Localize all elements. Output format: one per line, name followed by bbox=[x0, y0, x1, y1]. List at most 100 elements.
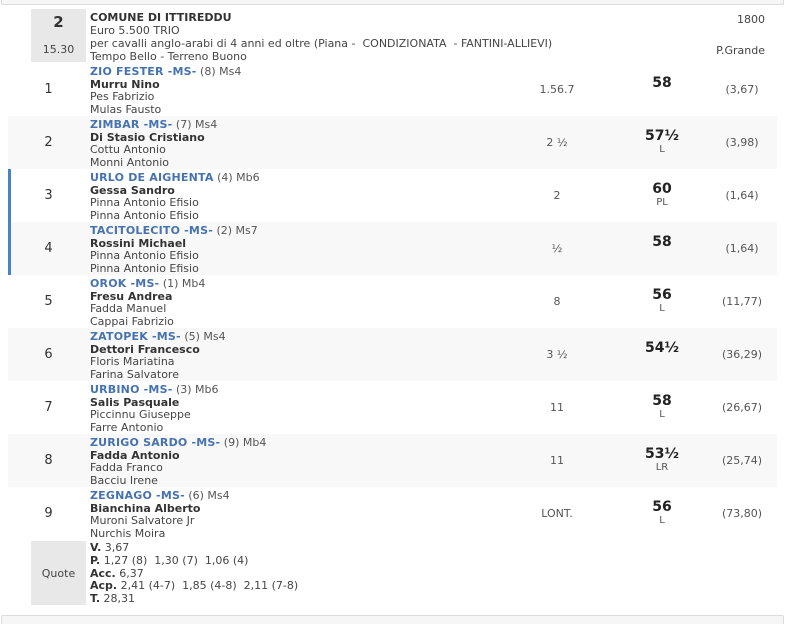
weight-value: 57½ bbox=[645, 128, 679, 144]
weight-value: 56 bbox=[652, 287, 672, 303]
owner-name: Pinna Antonio Efisio bbox=[90, 261, 199, 275]
position-number: 9 bbox=[44, 506, 53, 521]
quote-line-vincente: V. 3,67 bbox=[90, 541, 130, 554]
weight-value: 56 bbox=[652, 499, 672, 515]
weight-value: 58 bbox=[652, 393, 672, 409]
owner-name: Mulas Fausto bbox=[90, 102, 162, 116]
jockey-name: Fadda Antonio bbox=[90, 448, 180, 462]
weight-value: 53½ bbox=[645, 446, 679, 462]
race-track: P.Grande bbox=[716, 44, 765, 57]
owner-name: Cappai Fabrizio bbox=[90, 314, 174, 328]
position-number: 5 bbox=[44, 294, 53, 309]
trainer-name: Pinna Antonio Efisio bbox=[90, 249, 199, 262]
race-number: 2 bbox=[53, 13, 64, 31]
table-row: 9 ZEGNAGO -MS- (6) Ms4 Bianchina Alberto… bbox=[8, 487, 777, 540]
table-row: 5 OROK -MS- (1) Mb4 Fresu Andrea Fadda M… bbox=[8, 275, 777, 328]
trainer-name: Floris Mariatina bbox=[90, 355, 175, 368]
race-conditions: per cavalli anglo-arabi di 4 anni ed olt… bbox=[90, 37, 553, 50]
position-number: 7 bbox=[44, 400, 53, 415]
finish-distance: 2 ½ bbox=[546, 136, 568, 149]
weight-value: 60 bbox=[652, 181, 672, 197]
weight-code: L bbox=[659, 144, 665, 155]
horse-rating: (6) Ms4 bbox=[184, 489, 230, 502]
finish-distance: 11 bbox=[550, 401, 564, 414]
trainer-name: Fadda Manuel bbox=[90, 302, 167, 315]
weight-code: L bbox=[659, 409, 665, 420]
trainer-name: Fadda Franco bbox=[90, 461, 163, 474]
horse-link[interactable]: URLO DE AIGHENTA bbox=[90, 171, 214, 184]
jockey-name: Salis Pasquale bbox=[90, 395, 180, 409]
jockey-name: Dettori Francesco bbox=[90, 342, 200, 356]
jockey-name: Di Stasio Cristiano bbox=[90, 130, 205, 144]
jockey-name: Fresu Andrea bbox=[90, 289, 173, 303]
quote-label: Quote bbox=[31, 541, 86, 605]
weight-code: PL bbox=[656, 197, 668, 208]
trainer-name: Piccinnu Giuseppe bbox=[90, 408, 191, 421]
quote-line-trio: T. 28,31 bbox=[90, 592, 136, 606]
horse-rating: (1) Mb4 bbox=[159, 277, 206, 290]
horse-link[interactable]: ZIMBAR -MS- bbox=[90, 118, 173, 131]
finish-distance: 3 ½ bbox=[546, 348, 568, 361]
position-number: 4 bbox=[44, 241, 53, 256]
position-number: 1 bbox=[44, 82, 53, 97]
horse-rating: (2) Ms7 bbox=[212, 224, 258, 237]
odds-value: (1,64) bbox=[725, 189, 759, 202]
table-row: 4 TACITOLECITO -MS- (2) Ms7 Rossini Mich… bbox=[8, 222, 777, 275]
horse-link[interactable]: URBINO -MS- bbox=[90, 383, 173, 396]
horse-rating: (3) Mb6 bbox=[172, 383, 219, 396]
horse-rating: (9) Mb4 bbox=[220, 436, 267, 449]
horse-rating: (5) Ms4 bbox=[180, 330, 226, 343]
trainer-name: Muroni Salvatore Jr bbox=[90, 514, 195, 527]
owner-name: Farina Salvatore bbox=[90, 367, 179, 381]
quote-section: Quote V. 3,67 P. 1,27 (8) 1,30 (7) 1,06 … bbox=[8, 540, 777, 608]
trainer-name: Pinna Antonio Efisio bbox=[90, 196, 199, 209]
horse-link[interactable]: ZATOPEK -MS- bbox=[90, 330, 181, 343]
table-row: 7 URBINO -MS- (3) Mb6 Salis Pasquale Pic… bbox=[8, 381, 777, 434]
table-row: 3 URLO DE AIGHENTA (4) Mb6 Gessa Sandro … bbox=[8, 169, 777, 222]
table-row: 2 ZIMBAR -MS- (7) Ms4 Di Stasio Cristian… bbox=[8, 116, 777, 169]
odds-value: (73,80) bbox=[721, 507, 763, 520]
odds-value: (11,77) bbox=[721, 295, 763, 308]
weight-code: L bbox=[659, 515, 665, 526]
odds-value: (25,74) bbox=[721, 454, 763, 467]
weight-code: L bbox=[659, 303, 665, 314]
owner-name: Pinna Antonio Efisio bbox=[90, 208, 199, 222]
race-header: 2 15.30 COMUNE DI ITTIREDDU Euro 5.500 T… bbox=[8, 8, 777, 63]
weight-code: LR bbox=[655, 462, 669, 473]
weight-value: 58 bbox=[652, 75, 672, 91]
horse-link[interactable]: ZIO FESTER -MS- bbox=[90, 65, 197, 78]
finish-distance: 2 bbox=[553, 189, 561, 202]
position-number: 2 bbox=[44, 135, 53, 150]
race-number-box: 2 15.30 bbox=[31, 9, 86, 62]
quote-line-accoppiata: Acc. 6,37 bbox=[90, 566, 144, 580]
jockey-name: Murru Nino bbox=[90, 77, 160, 91]
odds-value: (3,67) bbox=[725, 83, 759, 96]
race-title: COMUNE DI ITTIREDDU bbox=[90, 11, 232, 24]
finish-distance: LONT. bbox=[541, 507, 573, 520]
horse-link[interactable]: TACITOLECITO -MS- bbox=[90, 224, 213, 237]
jockey-name: Rossini Michael bbox=[90, 236, 187, 250]
jockey-name: Gessa Sandro bbox=[90, 183, 175, 197]
horse-rating: (8) Ms4 bbox=[196, 65, 242, 78]
horse-link[interactable]: OROK -MS- bbox=[90, 277, 160, 290]
finish-distance: 8 bbox=[553, 295, 561, 308]
table-row: 6 ZATOPEK -MS- (5) Ms4 Dettori Francesco… bbox=[8, 328, 777, 381]
collapsed-section-bar-top[interactable] bbox=[1, 0, 784, 5]
collapsed-section-bar[interactable] bbox=[1, 615, 784, 624]
position-number: 3 bbox=[44, 188, 53, 203]
weight-value: 54½ bbox=[645, 340, 679, 356]
odds-value: (36,29) bbox=[721, 348, 763, 361]
horse-rating: (4) Mb6 bbox=[213, 171, 260, 184]
weight-value: 58 bbox=[652, 234, 672, 250]
finish-distance: 1.56.7 bbox=[539, 83, 575, 96]
horse-link[interactable]: ZEGNAGO -MS- bbox=[90, 489, 185, 502]
odds-value: (3,98) bbox=[725, 136, 759, 149]
race-card: 2 15.30 COMUNE DI ITTIREDDU Euro 5.500 T… bbox=[8, 8, 777, 608]
horse-link[interactable]: ZURIGO SARDO -MS- bbox=[90, 436, 221, 449]
odds-value: (26,67) bbox=[721, 401, 763, 414]
trainer-name: Cottu Antonio bbox=[90, 143, 166, 156]
race-time: 15.30 bbox=[42, 43, 75, 56]
finish-distance: ½ bbox=[551, 242, 563, 255]
quote-line-piazzati: P. 1,27 (8) 1,30 (7) 1,06 (4) bbox=[90, 553, 249, 567]
finish-distance: 11 bbox=[550, 454, 564, 467]
